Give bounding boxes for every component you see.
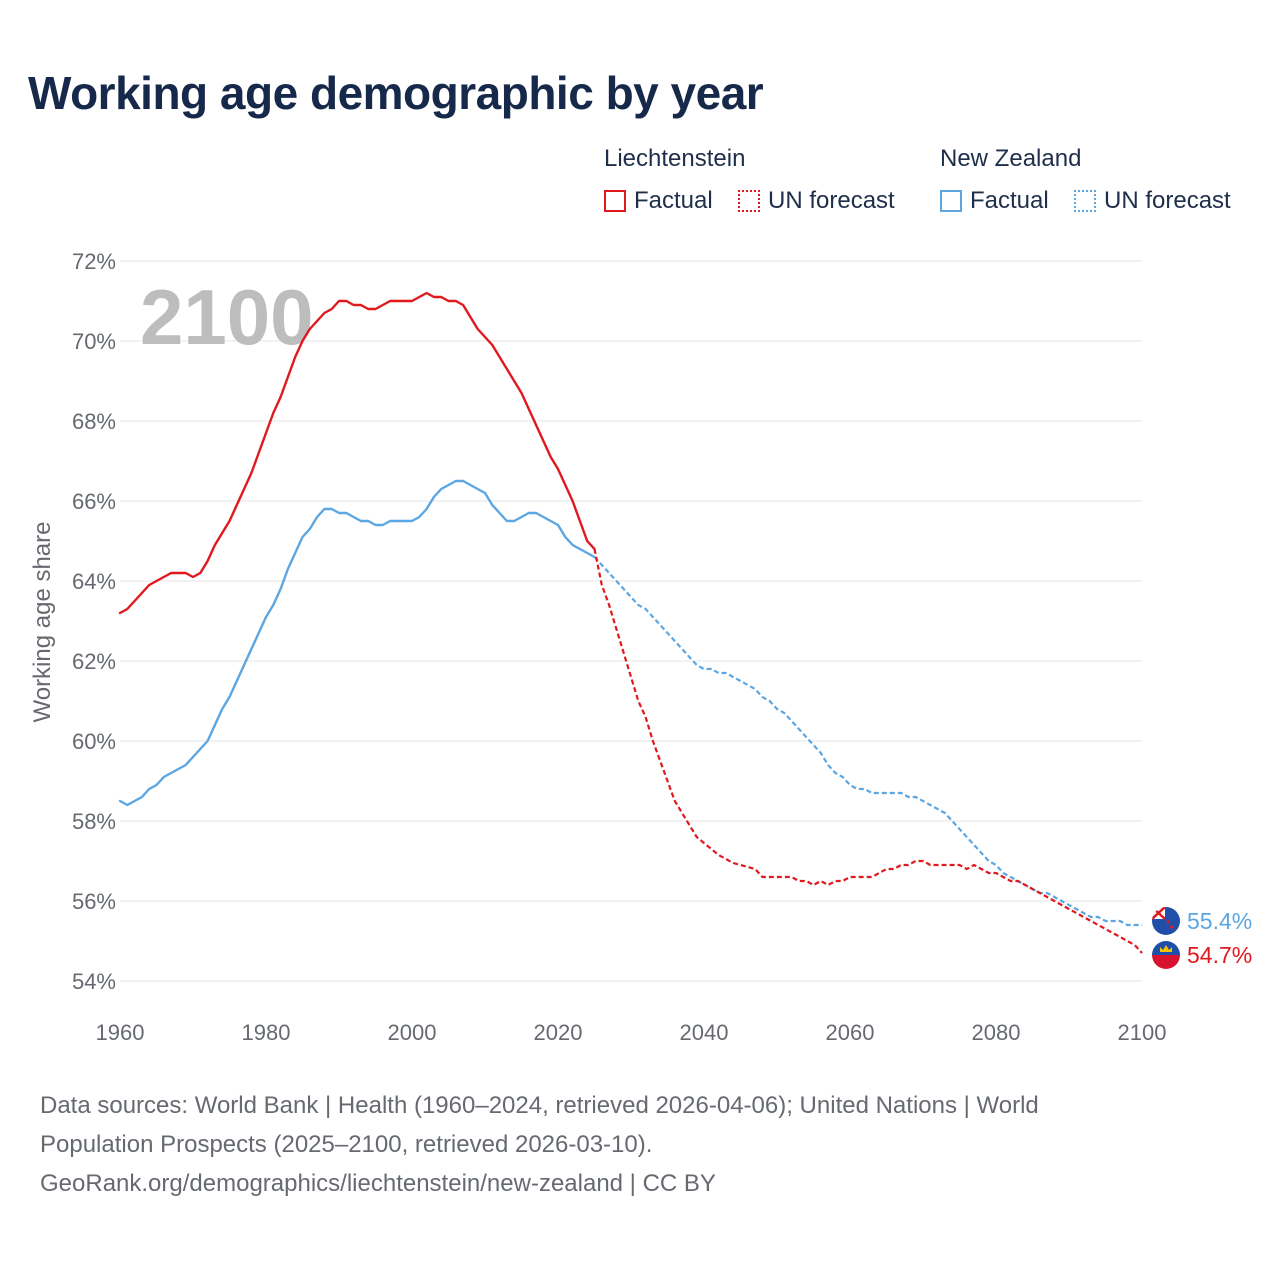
legend-label: Factual <box>634 187 713 214</box>
x-tick-label: 2080 <box>972 1020 1021 1045</box>
x-tick-label: 2040 <box>680 1020 729 1045</box>
legend-item-liechtenstein-factual[interactable]: Factual <box>604 187 713 215</box>
legend-swatch-dotted <box>1074 190 1096 212</box>
series-lines <box>118 291 1143 954</box>
end-label-liechtenstein: 54.7% <box>1187 942 1252 968</box>
legend-swatch-solid <box>940 190 962 212</box>
legend-item-new-zealand-factual[interactable]: Factual <box>940 187 1049 215</box>
y-tick-label: 66% <box>72 489 116 514</box>
x-tick-label: 1980 <box>242 1020 291 1045</box>
y-tick-label: 62% <box>72 649 116 674</box>
legend-group-name: Liechtenstein <box>604 145 746 172</box>
x-tick-label: 2000 <box>388 1020 437 1045</box>
year-watermark: 2100 <box>140 273 314 361</box>
y-tick-label: 56% <box>72 889 116 914</box>
legend-item-new-zealand-forecast[interactable]: UN forecast <box>1074 187 1231 215</box>
y-tick-label: 64% <box>72 569 116 594</box>
legend-group-name: New Zealand <box>940 145 1082 172</box>
footer: Data sources: World Bank | Health (1960–… <box>40 1086 1240 1203</box>
gridlines <box>120 260 1142 982</box>
x-tick-label: 1960 <box>96 1020 145 1045</box>
chart-title: Working age demographic by year <box>28 67 764 119</box>
x-axis-ticks: 1960 1980 2000 2020 2040 2060 2080 2100 <box>96 1020 1167 1045</box>
footer-sources-line-2: Population Prospects (2025–2100, retriev… <box>40 1131 653 1158</box>
new-zealand-flag-icon <box>1152 907 1180 935</box>
legend-swatch-solid <box>604 190 626 212</box>
legend-item-liechtenstein-forecast[interactable]: UN forecast <box>738 187 895 215</box>
liechtenstein-flag-icon <box>1152 941 1180 969</box>
line-liechtenstein-factual <box>118 291 596 615</box>
line-new-zealand-factual <box>118 479 596 807</box>
line-liechtenstein-forecast <box>593 548 1143 954</box>
line-chart: 2100 54% 56% 58% 60% 62% 64% 66% 68% 70% 72% 1960… <box>29 249 1252 1045</box>
line-new-zealand-forecast <box>593 556 1142 927</box>
end-label-new-zealand: 55.4% <box>1187 908 1252 934</box>
y-axis-ticks: 54% 56% 58% 60% 62% 64% 66% 68% 70% 72% <box>72 249 116 994</box>
legend-swatch-dotted <box>738 190 760 212</box>
y-tick-label: 72% <box>72 249 116 274</box>
x-tick-label: 2060 <box>826 1020 875 1045</box>
y-axis-label: Working age share <box>29 522 56 723</box>
y-tick-label: 58% <box>72 809 116 834</box>
y-tick-label: 68% <box>72 409 116 434</box>
legend-label: UN forecast <box>1104 187 1231 214</box>
y-tick-label: 70% <box>72 329 116 354</box>
x-tick-label: 2100 <box>1118 1020 1167 1045</box>
x-tick-label: 2020 <box>534 1020 583 1045</box>
legend-label: Factual <box>970 187 1049 214</box>
legend-label: UN forecast <box>768 187 895 214</box>
footer-credit-link[interactable]: GeoRank.org/demographics/liechtenstein/n… <box>40 1170 716 1197</box>
y-tick-label: 54% <box>72 969 116 994</box>
end-markers: 55.4% 54.7% <box>1152 907 1252 969</box>
footer-sources-line-1: Data sources: World Bank | Health (1960–… <box>40 1092 1039 1119</box>
y-tick-label: 60% <box>72 729 116 754</box>
